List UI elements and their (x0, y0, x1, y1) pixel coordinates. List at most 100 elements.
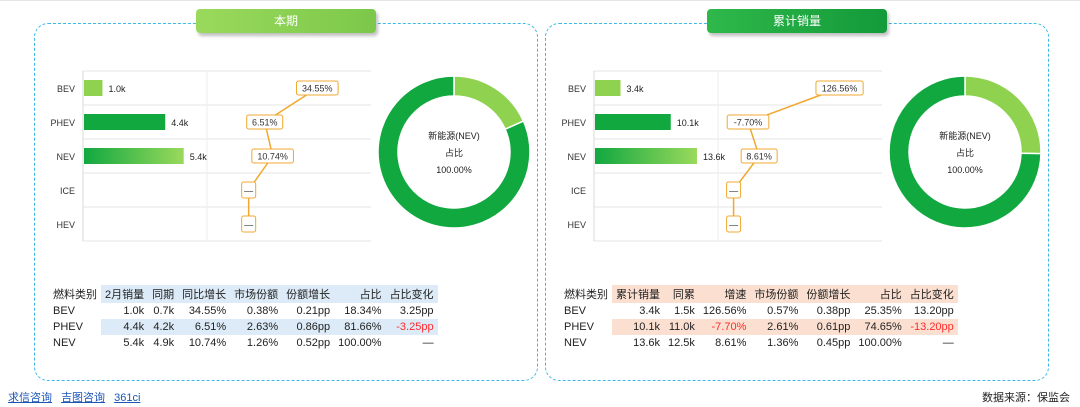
growth-label: 126.56% (822, 84, 858, 94)
category-label: PHEV (50, 118, 75, 128)
table-cell: -13.20pp (905, 319, 958, 335)
category-label: BEV (568, 84, 586, 94)
table-cell: 126.56% (702, 305, 747, 317)
table-cell: 2.61% (750, 319, 803, 335)
bar-phev (84, 114, 166, 130)
category-label: ICE (60, 186, 75, 196)
growth-point (295, 80, 339, 96)
bar-value-label: 4.4k (171, 118, 189, 128)
category-label: BEV (57, 84, 75, 94)
bar-value-label: 13.6k (703, 152, 726, 162)
table-header-cell: 占比 (854, 285, 906, 303)
table-cell: 0.21pp (296, 305, 331, 317)
table-row: NEV 13.6k 12.5k 8.61% 1.36% 0.45pp 100.00% — (560, 335, 958, 351)
table-header-row: 燃料类别 累计销量 同累 增速 市场份额 份额增长 占比 占比变化 (560, 285, 958, 303)
growth-point (726, 181, 742, 199)
donut-slice-phev (888, 75, 1042, 229)
table-cell: 3.4k (639, 305, 660, 317)
growth-point (726, 215, 742, 233)
donut-center-label: 新能源(NEV) (428, 130, 480, 141)
table-cell: 74.65% (854, 319, 906, 335)
donut-center-label: 100.00% (947, 165, 983, 175)
table-row: PHEV 4.4k 4.2k 6.51% 2.63% 0.86pp 81.66% -3.25p… (49, 319, 438, 335)
current-period-panel: 本期 BEV 1.0k PHEV 4.4k NEV 5.4k ICE HEV 34.55% 6.5… (34, 9, 538, 381)
table-cell: 100.00% (338, 337, 382, 349)
table-cell: — (422, 337, 434, 349)
table-body: BEV 1.0k 0.7k 34.55% 0.38% 0.21pp 18.34% 3.25pp… (49, 303, 438, 351)
growth-point (246, 114, 284, 130)
table-header-cell: 市场份额 (230, 285, 283, 303)
table-cell: 100.00% (858, 337, 902, 349)
table-header-cell: 占比变化 (905, 285, 958, 303)
table-row: PHEV 10.1k 11.0k -7.70% 2.61% 0.61pp 74.65% -13… (560, 319, 958, 335)
table-cell: 10.1k (612, 319, 664, 335)
table-cell: 5.4k (123, 337, 145, 349)
table-cell: 3.25pp (399, 305, 434, 317)
table-cell: 12.5k (668, 337, 695, 349)
category-label: NEV (56, 152, 75, 162)
table-cell: 0.38pp (816, 305, 851, 317)
table-cell: NEV (564, 337, 587, 349)
footer-link-qiuxin[interactable]: 求信咨询 (8, 392, 52, 404)
footer-link-361ci[interactable]: 361ci (114, 392, 141, 404)
panel-title: 本期 (196, 9, 376, 33)
table-cell: 81.66% (334, 319, 386, 335)
table-cell: -7.70% (698, 319, 751, 335)
bar-value-label: 1.0k (108, 84, 126, 94)
growth-label: — (729, 220, 738, 230)
table-cell: 1.26% (246, 337, 279, 349)
donut-center-label: 100.00% (436, 165, 472, 175)
footer-link-jitu[interactable]: 吉图咨询 (61, 392, 106, 404)
table-body: BEV 3.4k 1.5k 126.56% 0.57% 0.38pp 25.35% 13.20… (560, 303, 958, 351)
table-cell: 0.45pp (816, 337, 851, 349)
growth-label: — (729, 186, 738, 196)
table-cell: 6.51% (178, 319, 231, 335)
table-cell: 8.61% (715, 337, 747, 349)
growth-point (241, 181, 257, 199)
table-header-cell: 增速 (698, 285, 751, 303)
category-label: NEV (567, 152, 586, 162)
table-header-cell: 市场份额 (750, 285, 803, 303)
table-cell: 1.0k (123, 305, 145, 317)
donut-center-label: 占比 (956, 147, 974, 158)
growth-label: 10.74% (257, 152, 288, 162)
donut-slice-phev (377, 75, 531, 229)
table-cell: 4.4k (101, 319, 149, 335)
growth-label: — (244, 220, 253, 230)
footer-links: 求信咨询 吉图咨询 361ci (8, 389, 146, 405)
bar-phev (595, 114, 671, 130)
table-header-cell: 占比变化 (385, 285, 438, 303)
table-cell: 11.0k (664, 319, 699, 335)
cumulative-table: 燃料类别 累计销量 同累 增速 市场份额 份额增长 占比 占比变化 BEV 3.4k 1.5k 12… (560, 285, 958, 351)
table-cell: 1.5k (674, 305, 695, 317)
current-period-table: 燃料类别 2月销量 同期 同比增长 市场份额 份额增长 占比 占比变化 BEV 1.0k 0.7k… (49, 285, 438, 351)
table-header-cell: 2月销量 (101, 285, 149, 303)
table-cell: 2.63% (230, 319, 283, 335)
top-divider (0, 0, 1080, 1)
table-cell: PHEV (53, 321, 83, 333)
bar-value-label: 3.4k (627, 84, 645, 94)
donut-slice-bev (453, 75, 525, 131)
bar-nev (595, 148, 697, 164)
growth-label: — (244, 186, 253, 196)
table-cell: 13.6k (633, 337, 660, 349)
table-cell: -3.25pp (385, 319, 438, 335)
donut-center-label: 新能源(NEV) (939, 130, 991, 141)
table-header-cell: 份额增长 (282, 285, 335, 303)
category-label: HEV (567, 220, 586, 230)
bar-value-label: 10.1k (677, 118, 700, 128)
table-cell: BEV (53, 305, 76, 317)
cumulative-panel: 累计销量 BEV 3.4k PHEV 10.1k NEV 13.6k ICE HEV 126.5… (545, 9, 1049, 381)
table-cell: 1.36% (767, 337, 799, 349)
bar-nev (84, 148, 184, 164)
table-header-cell: 占比 (334, 285, 386, 303)
growth-point (251, 148, 294, 164)
bar-bev (84, 80, 103, 96)
category-label: ICE (571, 186, 586, 196)
cumulative-chart: BEV 3.4k PHEV 10.1k NEV 13.6k ICE HEV 126.56% -7.… (561, 70, 1042, 242)
table-cell: 0.61pp (802, 319, 855, 335)
growth-point (740, 148, 778, 164)
category-label: HEV (56, 220, 75, 230)
table-header-row: 燃料类别 2月销量 同期 同比增长 市场份额 份额增长 占比 占比变化 (49, 285, 438, 303)
table-header-cell: 份额增长 (802, 285, 855, 303)
